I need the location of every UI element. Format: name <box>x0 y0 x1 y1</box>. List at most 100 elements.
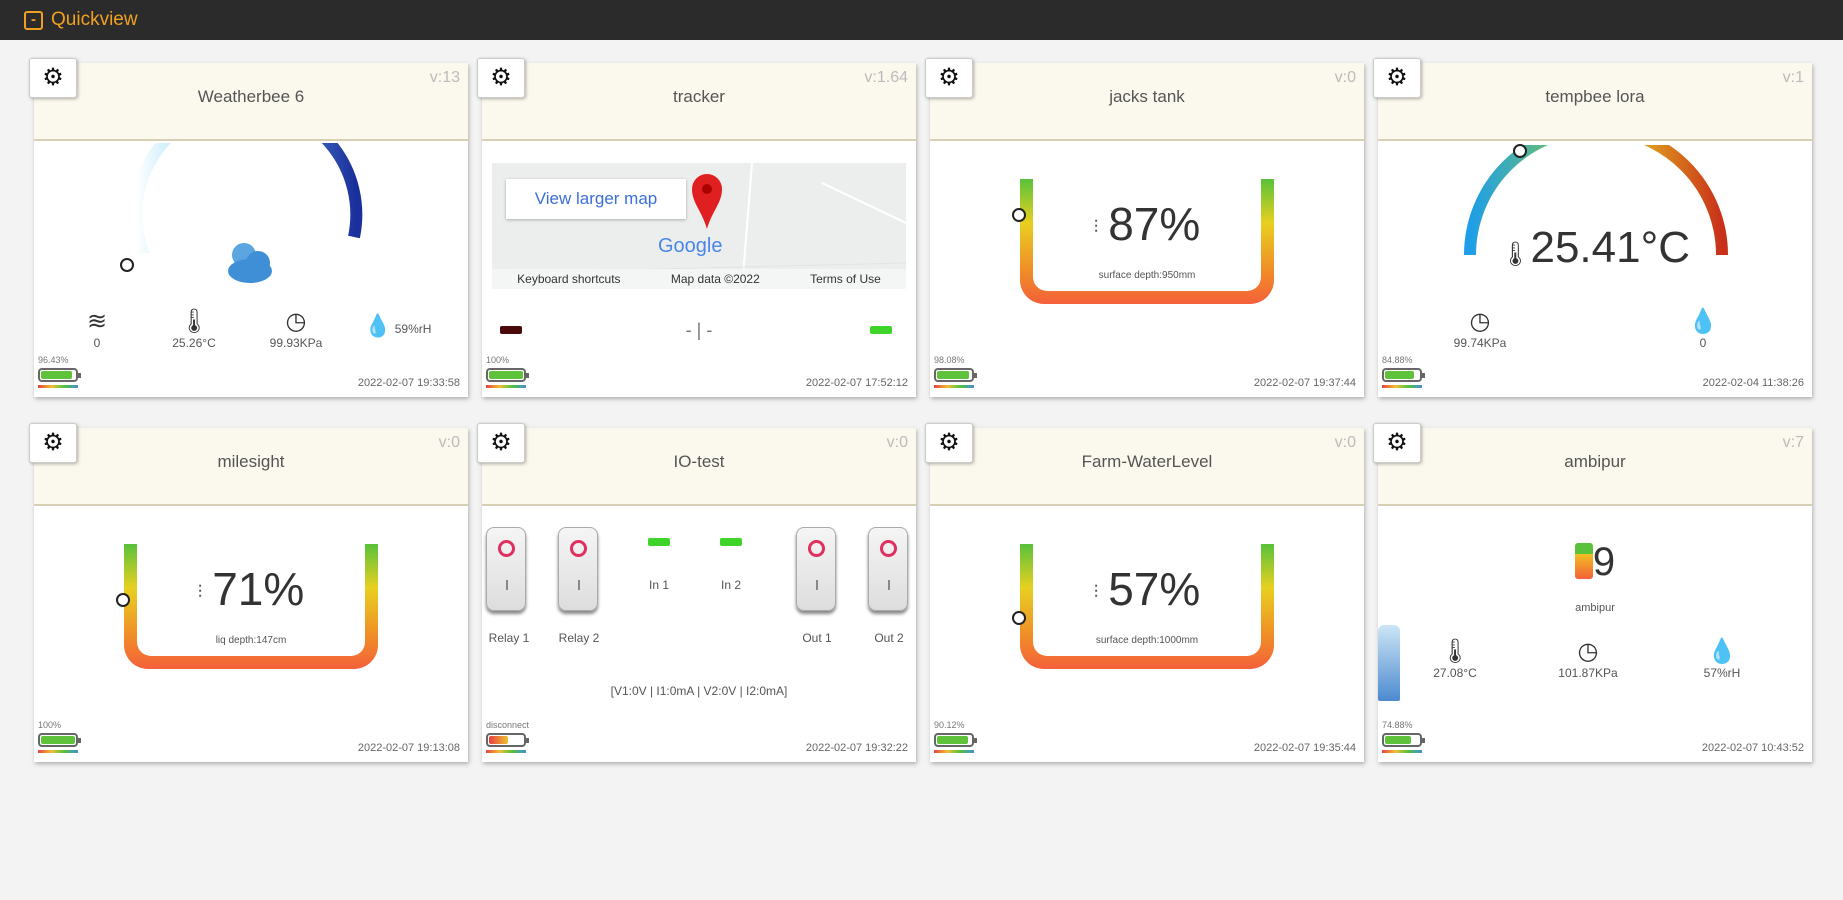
temperature-sensor: 🌡 27.08°C <box>1420 638 1490 680</box>
tank-level-gauge: ⫶ 57% surface depth:1000mm <box>1020 544 1274 669</box>
relay-1-switch[interactable] <box>486 527 526 611</box>
tracker-status: - | - <box>685 320 713 340</box>
battery-fill <box>41 371 72 379</box>
pressure-gauge-icon: ◷ <box>285 308 307 335</box>
battery-icon <box>934 368 977 382</box>
pressure-sensor: ◷ 101.87KPa <box>1548 638 1628 680</box>
pressure-gauge-icon: ◷ <box>1577 638 1599 665</box>
humidity-sensor: 💧 59%rH <box>364 313 432 338</box>
out-1-switch[interactable] <box>796 527 836 611</box>
tank-level-marker <box>116 593 130 608</box>
gauge-arc <box>1464 145 1728 255</box>
device-card-tempbee-lora[interactable]: ⚙ tempbee lora v:1 🌡25.41°C ◷ 99.74KPa 💧 0… <box>1373 58 1812 397</box>
pressure-sensor: ◷ 99.93KPa <box>258 308 334 350</box>
humidity-sensor: 💧 0 <box>1678 308 1728 350</box>
thermometer-icon: 🌡 <box>1500 241 1531 268</box>
battery-icon <box>38 368 81 382</box>
card-version: v:0 <box>1334 434 1356 451</box>
tank-percent: 71% <box>212 563 305 615</box>
battery-percent: 74.88% <box>1382 720 1413 730</box>
wind-sensor: ≋ 0 <box>72 308 122 350</box>
device-card-weatherbee[interactable]: ⚙ Weatherbee 6 v:13 ≋ 0 🌡 25.26°C ◷ 99.93KP… <box>29 58 468 397</box>
settings-gear-icon[interactable]: ⚙ <box>29 423 77 463</box>
settings-gear-icon[interactable]: ⚙ <box>925 423 973 463</box>
battery-icon <box>38 733 81 747</box>
battery-icon <box>934 733 977 747</box>
temperature-gauge <box>1464 145 1728 255</box>
battery-icon <box>486 733 529 747</box>
level-bar-icon <box>1574 543 1593 579</box>
last-update: 2022-02-07 19:13:08 <box>357 742 460 754</box>
last-update: 2022-02-07 10:43:52 <box>1701 742 1804 754</box>
status-led-off <box>500 326 522 334</box>
tank-level-marker <box>1012 208 1026 223</box>
tank-depth-label: liq depth:147cm <box>215 635 287 646</box>
humidity-sensor: 💧 57%rH <box>1692 638 1752 680</box>
device-card-tracker[interactable]: ⚙ tracker v:1.64 View larger map Google … <box>477 58 916 397</box>
battery-percent: 96.43% <box>38 355 69 365</box>
battery-fill <box>937 371 970 379</box>
device-card-jacks-tank[interactable]: ⚙ jacks tank v:0 ⫶ 87% surface depth:950m… <box>925 58 1364 397</box>
signal-icon: ⫶ <box>1093 582 1099 603</box>
card-version: v:7 <box>1782 434 1804 451</box>
last-update: 2022-02-07 17:52:12 <box>805 377 908 389</box>
app-title: Quickview <box>51 9 138 30</box>
device-card-farm-waterlevel[interactable]: ⚙ Farm-WaterLevel v:0 ⫶ 57% surface depth… <box>925 423 1364 762</box>
card-title: tracker <box>673 87 725 106</box>
battery-fill <box>41 736 75 744</box>
google-logo: Google <box>658 235 723 257</box>
card-title: Weatherbee 6 <box>197 87 305 106</box>
settings-gear-icon[interactable]: ⚙ <box>477 423 525 463</box>
out-1-label: Out 1 <box>802 631 832 645</box>
settings-gear-icon[interactable]: ⚙ <box>1373 58 1421 98</box>
relay-2-switch[interactable] <box>558 527 598 611</box>
gauge-needle <box>120 258 134 272</box>
io-readout: [V1:0V | I1:0mA | V2:0V | I2:0mA] <box>610 684 788 698</box>
gauge-needle <box>1512 144 1527 159</box>
tank-level-gauge: ⫶ 87% surface depth:950mm <box>1020 179 1274 304</box>
card-header: ⚙ IO-test v:0 <box>477 423 916 506</box>
map-footer: Keyboard shortcuts Map data ©2022 Terms … <box>492 269 906 289</box>
settings-gear-icon[interactable]: ⚙ <box>1373 423 1421 463</box>
battery-scale <box>38 750 78 753</box>
input-1-led <box>648 538 670 546</box>
tank-depth-label: surface depth:950mm <box>1098 270 1196 281</box>
pressure-sensor: ◷ 99.74KPa <box>1440 308 1520 350</box>
out-2-switch[interactable] <box>868 527 908 611</box>
embedded-map[interactable]: View larger map Google Keyboard shortcut… <box>492 163 906 289</box>
temperature-sensor: 🌡 25.26°C <box>159 308 229 350</box>
card-header: ⚙ tracker v:1.64 <box>477 58 916 141</box>
tank-percent: 87% <box>1108 198 1201 250</box>
battery-icon <box>1382 368 1425 382</box>
product-image <box>1378 625 1400 701</box>
temperature-readout: 🌡25.41°C <box>1500 223 1690 272</box>
battery-scale <box>38 385 78 388</box>
humidity-icon: 💧 <box>364 313 392 338</box>
signal-icon: ⫶ <box>197 582 203 603</box>
card-title: Farm-WaterLevel <box>1081 452 1213 471</box>
battery-fill <box>489 736 508 744</box>
battery-scale <box>934 385 974 388</box>
keyboard-shortcuts-link[interactable]: Keyboard shortcuts <box>517 272 621 286</box>
settings-gear-icon[interactable]: ⚙ <box>29 58 77 98</box>
last-update: 2022-02-04 11:38:26 <box>1702 377 1804 389</box>
humidity-icon: 💧 <box>1707 638 1737 665</box>
battery-percent: 100% <box>38 720 62 730</box>
card-version: v:0 <box>886 434 908 451</box>
card-header: ⚙ Farm-WaterLevel v:0 <box>925 423 1364 506</box>
battery-status: disconnect <box>486 720 530 730</box>
gauge-arc <box>130 143 363 253</box>
settings-gear-icon[interactable]: ⚙ <box>477 58 525 98</box>
terms-of-use-link[interactable]: Terms of Use <box>810 272 881 286</box>
card-title: jacks tank <box>1109 87 1185 106</box>
card-title: ambipur <box>1564 452 1626 471</box>
device-card-milesight[interactable]: ⚙ milesight v:0 ⫶ 71% liq depth:147cm 100… <box>29 423 468 762</box>
map-data-label: Map data ©2022 <box>670 272 760 286</box>
last-update: 2022-02-07 19:37:44 <box>1253 377 1356 389</box>
settings-gear-icon[interactable]: ⚙ <box>925 58 973 98</box>
device-card-io-test[interactable]: ⚙ IO-test v:0 Relay 1 Relay 2 Out 1 Out … <box>477 423 916 762</box>
device-card-ambipur[interactable]: ⚙ ambipur v:7 9 ambipur 🌡 27.08°C ◷ 101.87… <box>1373 423 1812 762</box>
tank-level-gauge: ⫶ 71% liq depth:147cm <box>124 544 378 669</box>
card-title: IO-test <box>673 452 725 471</box>
view-larger-map-link[interactable]: View larger map <box>506 179 686 219</box>
